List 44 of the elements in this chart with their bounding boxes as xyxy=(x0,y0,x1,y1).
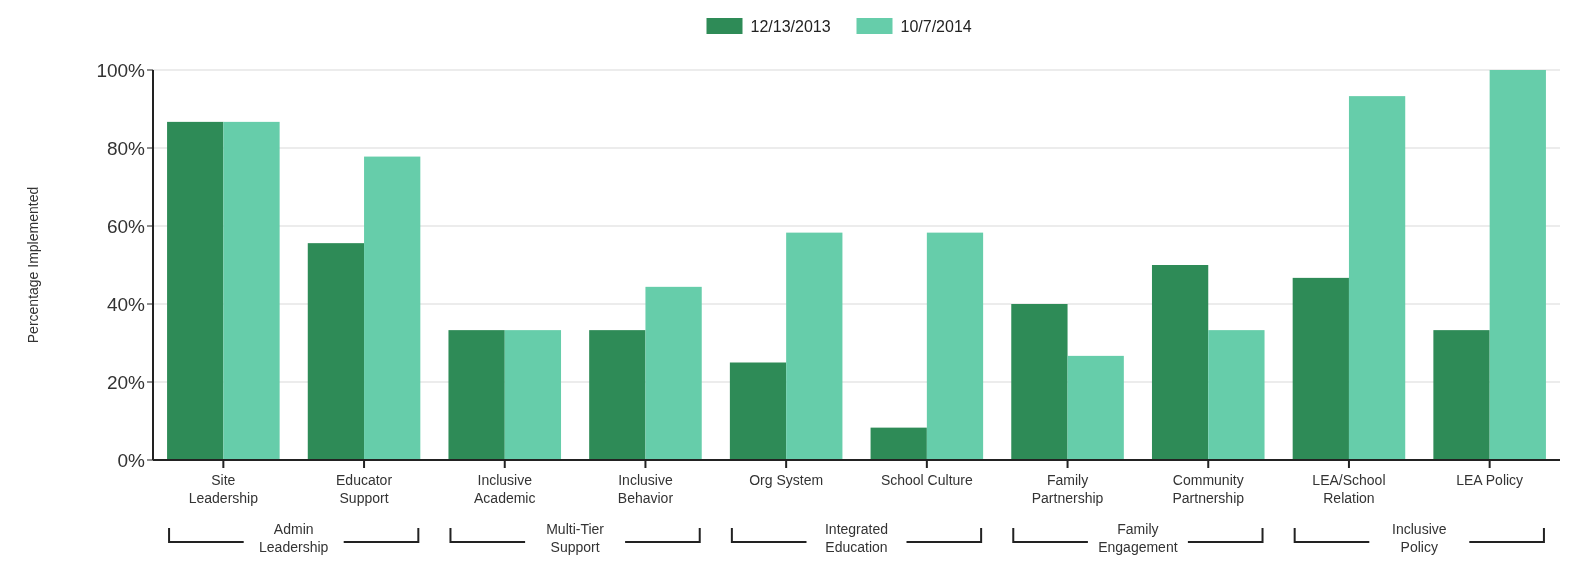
bar xyxy=(786,232,843,460)
text: Admin Leadership xyxy=(259,521,329,555)
y-tick-label: 100% xyxy=(96,59,146,81)
bar xyxy=(364,156,421,460)
bar xyxy=(448,330,505,460)
bar xyxy=(504,330,562,460)
x-tick-label: Org System xyxy=(749,472,824,488)
bar xyxy=(926,232,984,460)
legend-label: 10/7/2014 xyxy=(900,17,972,35)
text: Multi-Tier Support xyxy=(546,521,605,555)
bar xyxy=(589,330,646,460)
text: Integrated Education xyxy=(824,521,889,555)
bar xyxy=(1208,330,1265,460)
text: Inclusive Policy xyxy=(1392,521,1447,555)
bar xyxy=(1151,265,1209,460)
bar xyxy=(1011,304,1068,460)
x-tick-label: LEA/School Relation xyxy=(1312,472,1386,506)
x-tick-label: Inclusive Academic xyxy=(474,472,536,506)
bar xyxy=(1433,330,1490,460)
bar xyxy=(307,243,365,460)
bar xyxy=(1067,355,1124,460)
x-tick-label: Inclusive Behavior xyxy=(617,472,674,506)
x-tick-label: Community Partnership xyxy=(1172,472,1245,506)
bar xyxy=(729,362,787,460)
bar xyxy=(1348,96,1406,460)
x-tick-label: LEA Policy xyxy=(1456,472,1524,488)
bar xyxy=(223,121,280,460)
bar xyxy=(167,121,224,460)
bar xyxy=(645,286,702,460)
bar xyxy=(1292,277,1349,460)
x-tick-label: Family Partnership xyxy=(1031,472,1104,506)
bar xyxy=(1489,70,1546,460)
bar xyxy=(870,427,927,460)
y-tick-label: 80% xyxy=(106,137,146,159)
x-tick-label: School Culture xyxy=(880,472,973,488)
x-tick-label: Educator Support xyxy=(336,472,393,506)
y-axis-title: Percentage Implemented xyxy=(25,186,41,344)
x-tick-label: Site Leadership xyxy=(188,472,259,506)
legend-label: 12/13/2013 xyxy=(750,17,831,35)
y-tick-label: 0% xyxy=(117,449,146,471)
y-tick-label: 40% xyxy=(106,293,146,315)
y-tick-label: 20% xyxy=(106,371,146,393)
y-tick-label: 60% xyxy=(106,215,146,237)
text: Family Engagement xyxy=(1098,521,1178,555)
